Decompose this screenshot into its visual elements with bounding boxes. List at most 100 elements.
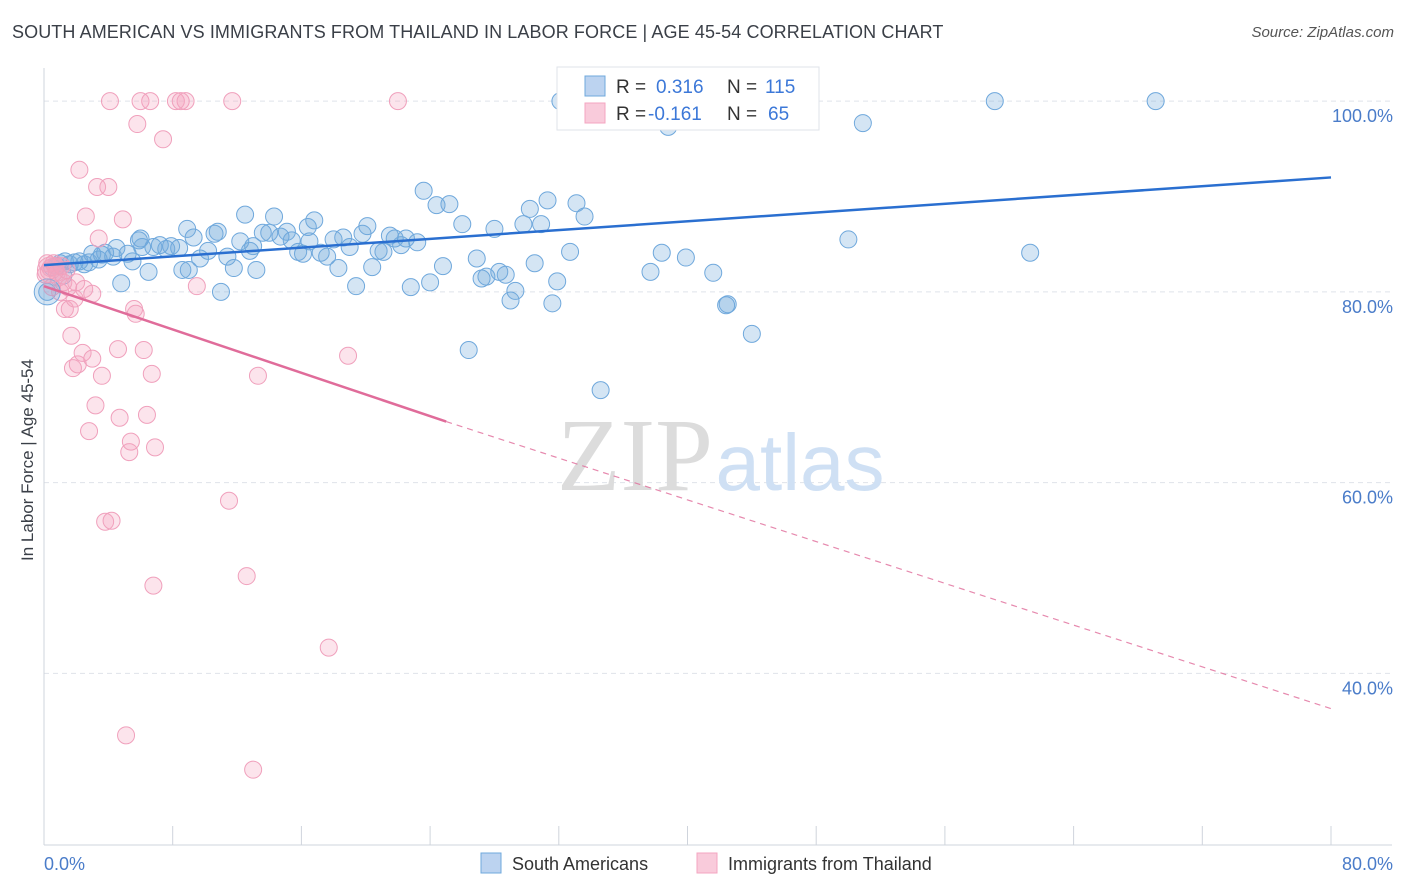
stats-r-label: R = (616, 104, 646, 125)
legend-swatch-pink (696, 852, 718, 874)
point-south-american (525, 254, 544, 273)
trend-line-thailand-projection (446, 421, 1332, 710)
point-south-american (253, 223, 272, 242)
point-thailand (62, 326, 81, 345)
point-thailand (86, 396, 105, 415)
point-south-american (501, 291, 520, 310)
point-south-american (548, 272, 567, 291)
point-south-american (538, 191, 557, 210)
x-tick-labels: 0.0% 80.0% (44, 854, 1393, 874)
point-thailand (100, 92, 119, 111)
point-south-american (453, 215, 472, 234)
point-thailand (128, 115, 147, 134)
stats-swatch-blue (584, 75, 606, 97)
point-south-american (205, 224, 224, 243)
point-south-american (676, 248, 695, 267)
point-thailand (244, 760, 263, 779)
point-south-american (652, 243, 671, 262)
point-south-american (347, 277, 366, 296)
point-south-american (173, 260, 192, 279)
trend-line-thailand (43, 284, 447, 423)
point-south-american (514, 215, 533, 234)
watermark-atlas: atlas (716, 418, 885, 507)
legend-swatch-blue (480, 852, 502, 874)
point-south-american (742, 324, 761, 343)
point-thailand (102, 511, 121, 530)
point-south-american (459, 341, 478, 360)
legend-label-thailand: Immigrants from Thailand (728, 854, 932, 874)
point-south-american (260, 223, 279, 242)
point-thailand (73, 343, 92, 362)
point-south-american (139, 262, 158, 281)
point-thailand (223, 92, 242, 111)
point-thailand (319, 638, 338, 657)
point-south-american (1021, 243, 1040, 262)
point-south-american (211, 282, 230, 301)
point-south-american (567, 194, 586, 213)
point-south-american (265, 207, 284, 226)
y-tick-labels: 40.0% 60.0% 80.0% 100.0% (1332, 106, 1393, 698)
point-south-american (236, 205, 255, 224)
point-south-american (363, 258, 382, 277)
stats-r-label: R = (616, 77, 646, 98)
point-south-american (131, 229, 150, 248)
point-south-american (358, 217, 377, 236)
point-south-american (170, 239, 189, 258)
point-thailand (154, 130, 173, 149)
y-tick-label: 60.0% (1342, 488, 1393, 508)
point-thailand (36, 256, 64, 284)
point-south-american (543, 294, 562, 313)
point-south-american (199, 241, 218, 260)
point-thailand (141, 92, 160, 111)
point-thailand (80, 422, 99, 441)
point-south-american (506, 281, 525, 300)
point-south-american (408, 233, 427, 252)
point-south-american (440, 195, 459, 214)
y-tick-label: 40.0% (1342, 678, 1393, 698)
point-thailand (146, 438, 165, 457)
point-south-american (718, 295, 737, 314)
point-thailand (171, 92, 190, 111)
point-thailand (76, 207, 95, 226)
point-thailand (187, 277, 206, 296)
point-thailand (248, 366, 267, 385)
point-thailand (99, 177, 118, 196)
trend-line-south-americans (43, 176, 1332, 267)
x-tick-label: 0.0% (44, 854, 85, 874)
point-south-american (414, 181, 433, 200)
point-south-american (520, 199, 539, 218)
point-thailand (110, 408, 129, 427)
point-south-american (1146, 92, 1165, 111)
point-south-american (224, 259, 243, 278)
point-south-american (340, 238, 359, 257)
point-thailand (96, 512, 115, 531)
point-south-american (277, 222, 296, 241)
point-thailand (60, 300, 79, 319)
point-thailand (166, 92, 185, 111)
point-south-american (496, 265, 515, 284)
point-south-american (305, 211, 324, 230)
point-thailand (220, 491, 239, 510)
point-thailand (109, 340, 128, 359)
point-thailand (117, 726, 136, 745)
point-south-american (298, 218, 317, 237)
stats-n-label: N = (727, 77, 757, 98)
point-thailand (83, 349, 102, 368)
source-credit: Source: ZipAtlas.com (1251, 24, 1394, 41)
y-tick-label: 80.0% (1342, 297, 1393, 317)
point-south-american (985, 92, 1004, 111)
point-thailand (131, 92, 150, 111)
point-south-american (704, 263, 723, 282)
point-thailand (134, 341, 153, 360)
point-south-american (532, 215, 551, 234)
point-thailand (121, 432, 140, 451)
point-south-american (89, 250, 108, 269)
point-south-american (421, 273, 440, 292)
point-thailand (137, 405, 156, 424)
point-south-american (717, 296, 736, 315)
point-south-american (374, 242, 393, 261)
point-south-american (396, 229, 415, 248)
point-south-american (853, 114, 872, 133)
watermark-zip: ZIP (557, 398, 713, 513)
